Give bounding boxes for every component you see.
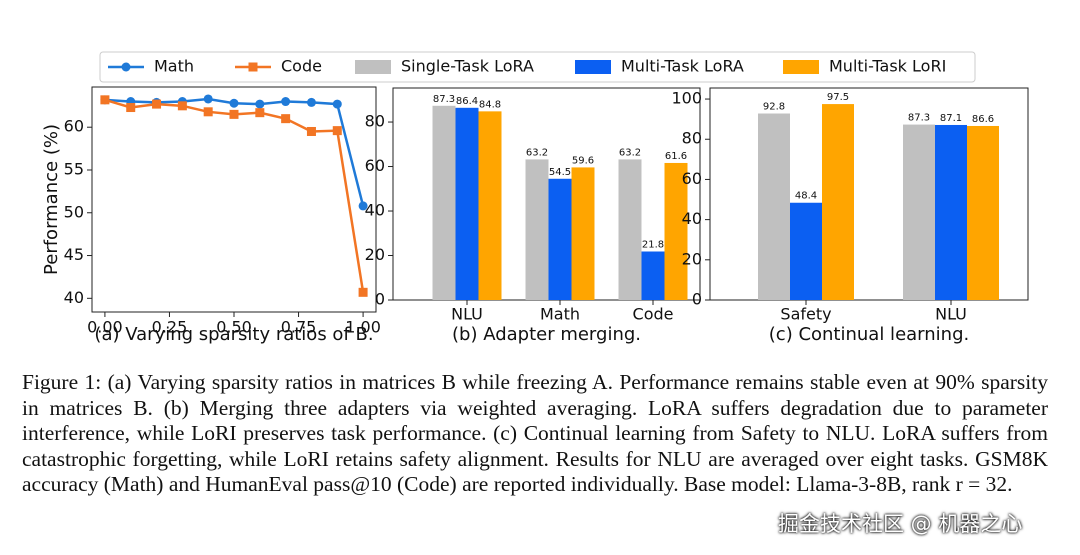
value-label: 86.4 <box>456 96 478 107</box>
y-tick-label: 40 <box>64 288 84 307</box>
bar <box>618 159 642 300</box>
value-label: 86.6 <box>972 114 994 125</box>
legend-label: Multi-Task LoRA <box>621 57 744 76</box>
y-tick-label: 20 <box>365 245 385 264</box>
legend-box <box>99 51 976 83</box>
y-tick-label: 80 <box>682 129 702 148</box>
bar <box>967 125 999 300</box>
bar <box>822 104 854 300</box>
y-tick-label: 55 <box>64 159 84 178</box>
value-label: 54.5 <box>549 167 571 178</box>
y-tick-label: 0 <box>375 290 385 309</box>
plot-frame <box>91 86 377 313</box>
marker <box>332 126 342 136</box>
bar <box>571 167 595 300</box>
x-axis-title: (a) Varying sparsity ratios of B. <box>94 324 373 345</box>
value-label: 84.8 <box>479 99 501 110</box>
bar <box>641 251 665 300</box>
x-tick-label: NLU <box>451 305 483 324</box>
bar <box>664 162 688 300</box>
legend-marker <box>248 62 258 72</box>
x-tick-label: 0.50 <box>216 318 252 337</box>
legend-label: Multi-Task LoRI <box>829 57 946 76</box>
marker <box>203 107 213 117</box>
marker <box>126 103 136 113</box>
y-tick-label: 80 <box>365 112 385 131</box>
y-tick-label: 60 <box>682 169 702 188</box>
plot-frame <box>709 87 1029 301</box>
bar <box>478 111 502 300</box>
y-tick-label: 0 <box>692 290 702 309</box>
caption: Figure 1: (a) Varying sparsity ratios in… <box>22 370 1048 497</box>
x-tick-label: 1.00 <box>345 318 381 337</box>
bar <box>790 202 822 300</box>
bar <box>758 113 790 300</box>
watermark: 掘金技术社区 @ 机器之心 <box>778 512 1023 536</box>
x-tick-label: Safety <box>780 305 831 324</box>
y-tick-label: 20 <box>682 249 702 268</box>
x-tick-label: 0.00 <box>87 318 123 337</box>
y-tick-label: 60 <box>365 156 385 175</box>
legend-swatch <box>783 60 819 74</box>
y-tick-label: 60 <box>64 117 84 136</box>
legend-marker <box>121 62 131 72</box>
value-label: 92.8 <box>763 102 785 113</box>
x-tick-label: 0.25 <box>152 318 188 337</box>
y-tick-label: 40 <box>682 209 702 228</box>
value-label: 87.3 <box>433 94 455 105</box>
marker <box>229 109 239 119</box>
bar <box>903 124 935 300</box>
marker <box>177 101 187 111</box>
marker <box>255 99 265 109</box>
x-axis-title: (b) Adapter merging. <box>452 324 641 345</box>
legend-label: Code <box>281 57 322 76</box>
bar <box>455 107 479 301</box>
marker <box>203 94 213 104</box>
value-label: 87.3 <box>908 113 930 124</box>
marker <box>281 97 291 107</box>
legend-swatch <box>575 60 611 74</box>
value-label: 87.1 <box>940 113 962 124</box>
x-axis-title: (c) Continual learning. <box>769 324 969 345</box>
value-label: 21.8 <box>642 240 664 251</box>
legend-swatch <box>355 60 391 74</box>
bar <box>525 159 549 300</box>
marker <box>100 95 110 105</box>
marker <box>281 114 291 124</box>
value-label: 63.2 <box>526 147 548 158</box>
legend-label: Single-Task LoRA <box>401 57 534 76</box>
value-label: 63.2 <box>619 147 641 158</box>
value-label: 48.4 <box>795 191 817 202</box>
marker <box>306 126 316 136</box>
marker <box>306 97 316 107</box>
y-axis-title: Performance (%) <box>41 124 62 275</box>
figure: 40 45 50 55 60 (a) Varying sparsity ratios of… <box>41 51 1029 345</box>
x-tick-label: Code <box>633 305 674 324</box>
y-tick-label: 40 <box>365 201 385 220</box>
x-tick-label: 0.75 <box>281 318 317 337</box>
legend-label: Math <box>154 57 194 76</box>
marker <box>358 287 368 297</box>
marker <box>229 98 239 108</box>
bar <box>548 178 572 300</box>
y-tick-label: 45 <box>64 245 84 264</box>
value-label: 97.5 <box>827 92 849 103</box>
value-label: 61.6 <box>665 151 687 162</box>
marker <box>152 99 162 109</box>
y-tick-label: 100 <box>671 89 702 108</box>
marker <box>332 99 342 109</box>
y-tick-label: 50 <box>64 202 84 221</box>
bar <box>935 124 967 300</box>
x-tick-label: Math <box>540 305 580 324</box>
marker <box>358 201 368 211</box>
x-tick-label: NLU <box>935 305 967 324</box>
line <box>104 98 365 293</box>
value-label: 59.6 <box>572 155 594 166</box>
bar <box>432 105 456 300</box>
marker <box>255 108 265 118</box>
